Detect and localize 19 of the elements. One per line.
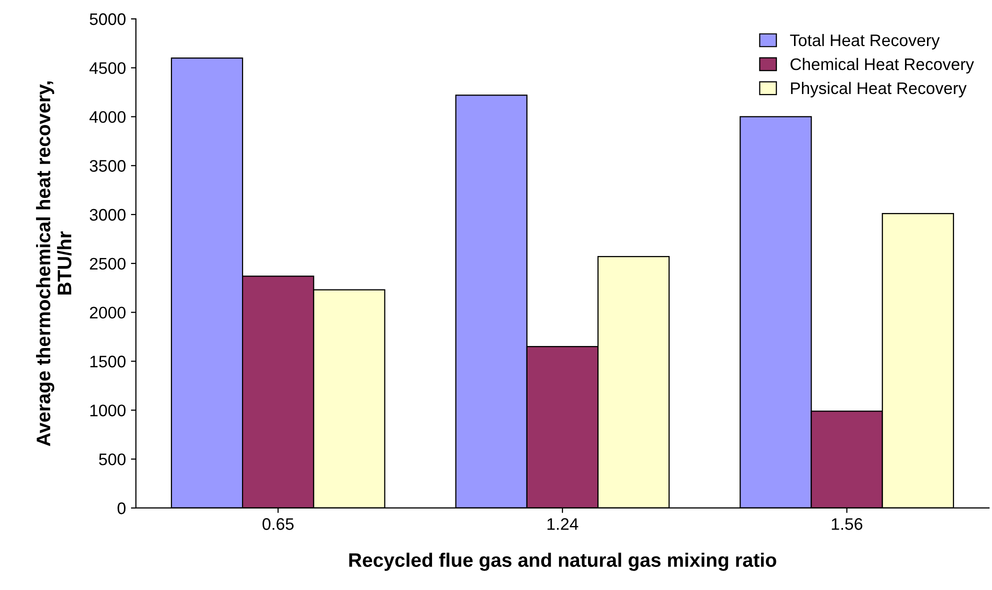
x-tick-label: 0.65 (262, 518, 294, 530)
y-tick-label: 5000 (90, 13, 126, 26)
y-tick-label: 2000 (90, 306, 126, 319)
legend-label: Physical Heat Recovery (791, 82, 967, 98)
y-tick-label: 3500 (90, 160, 126, 172)
y-axis-title: Average thermochemical heat recovery, BTU/hr (36, 82, 72, 446)
y-tick-label: 500 (99, 453, 126, 466)
x-tick-label: 1.56 (832, 518, 862, 530)
y-tick-label: 3000 (90, 208, 126, 221)
y-tick-label: 1000 (90, 404, 126, 416)
y-tick-label: 1500 (90, 356, 126, 368)
y-tick-label: 2500 (90, 258, 126, 270)
y-tick-label: 0 (118, 502, 126, 514)
legend-label: Total Heat Recovery (790, 34, 940, 50)
y-tick-label: 4500 (89, 62, 126, 74)
legend-label: Chemical Heat Recovery (790, 58, 974, 74)
x-axis-title: Recycled flue gas and natural gas mixing ratio (349, 552, 776, 571)
x-tick-label: 1.24 (548, 518, 578, 530)
y-tick-label: 4000 (89, 111, 126, 123)
